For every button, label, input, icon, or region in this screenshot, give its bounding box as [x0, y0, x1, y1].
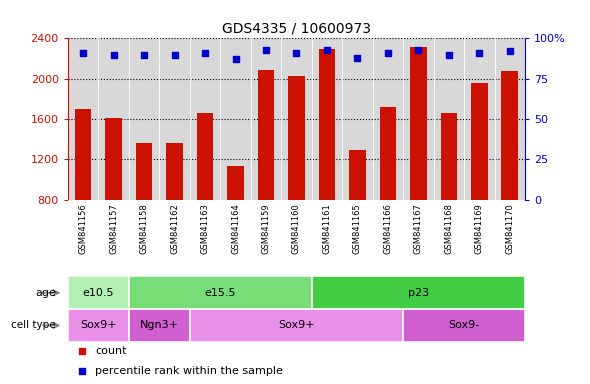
Bar	[502, 71, 518, 200]
Text: GSM841157: GSM841157	[109, 204, 118, 254]
Text: GSM841165: GSM841165	[353, 204, 362, 254]
Bar	[196, 113, 214, 200]
Point	[200, 50, 210, 56]
Point	[414, 46, 423, 53]
Text: Sox9+: Sox9+	[278, 320, 315, 331]
Bar	[379, 107, 396, 200]
Text: GSM841158: GSM841158	[140, 204, 149, 254]
Text: GSM841167: GSM841167	[414, 204, 423, 254]
Bar	[129, 276, 312, 309]
Text: count: count	[96, 346, 127, 356]
Text: Ngn3+: Ngn3+	[140, 320, 179, 331]
Bar	[129, 309, 190, 342]
Text: GSM841156: GSM841156	[78, 204, 87, 254]
Text: e15.5: e15.5	[205, 288, 236, 298]
Bar	[349, 150, 366, 200]
Bar	[166, 143, 183, 200]
Bar	[319, 50, 335, 200]
Text: GSM841168: GSM841168	[444, 204, 453, 254]
Point	[261, 46, 271, 53]
Text: GSM841160: GSM841160	[292, 204, 301, 254]
Text: GSM841162: GSM841162	[170, 204, 179, 254]
Text: percentile rank within the sample: percentile rank within the sample	[96, 366, 283, 376]
Text: Sox9-: Sox9-	[448, 320, 480, 331]
Point	[474, 50, 484, 56]
Text: GSM841169: GSM841169	[475, 204, 484, 254]
Point	[505, 48, 514, 55]
Bar	[68, 309, 129, 342]
Bar	[75, 109, 91, 200]
Point	[322, 46, 332, 53]
Point	[109, 51, 118, 58]
Point	[139, 51, 149, 58]
Point	[353, 55, 362, 61]
Bar	[105, 118, 122, 200]
Point	[384, 50, 393, 56]
Point	[417, 271, 426, 277]
Point	[231, 56, 240, 63]
Point	[417, 96, 426, 102]
Bar	[136, 143, 152, 200]
Text: GSM841161: GSM841161	[323, 204, 332, 254]
Bar	[403, 309, 525, 342]
Point	[170, 51, 179, 58]
Bar	[258, 70, 274, 200]
Bar	[288, 76, 305, 200]
Text: p23: p23	[408, 288, 429, 298]
Bar	[441, 113, 457, 200]
Title: GDS4335 / 10600973: GDS4335 / 10600973	[222, 22, 371, 36]
Text: e10.5: e10.5	[83, 288, 114, 298]
Text: GSM841163: GSM841163	[201, 204, 209, 254]
Bar	[190, 309, 403, 342]
Bar	[312, 276, 525, 309]
Bar	[68, 276, 129, 309]
Bar	[227, 166, 244, 200]
Bar	[410, 48, 427, 200]
Text: Sox9+: Sox9+	[80, 320, 117, 331]
Text: age: age	[35, 288, 56, 298]
Text: GSM841164: GSM841164	[231, 204, 240, 254]
Point	[292, 50, 301, 56]
Point	[444, 51, 454, 58]
Bar	[471, 83, 488, 200]
Text: cell type: cell type	[11, 320, 56, 331]
Text: GSM841166: GSM841166	[384, 204, 392, 254]
Text: GSM841159: GSM841159	[261, 204, 270, 254]
Text: GSM841170: GSM841170	[506, 204, 514, 254]
Point	[78, 50, 88, 56]
